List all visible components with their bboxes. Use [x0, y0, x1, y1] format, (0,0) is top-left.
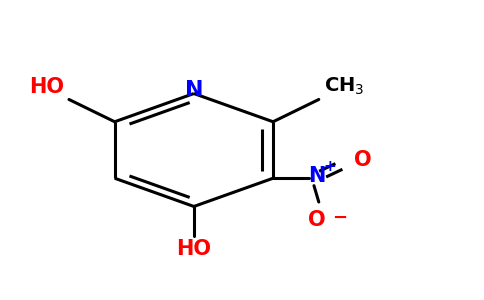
Text: O: O: [354, 150, 372, 170]
Text: O: O: [307, 210, 325, 230]
Text: HO: HO: [176, 239, 212, 259]
Text: −: −: [332, 209, 348, 227]
Text: N: N: [184, 80, 203, 100]
Text: N: N: [308, 166, 325, 186]
Text: CH$_3$: CH$_3$: [324, 75, 364, 97]
Text: HO: HO: [29, 76, 64, 97]
Text: +: +: [323, 159, 336, 174]
